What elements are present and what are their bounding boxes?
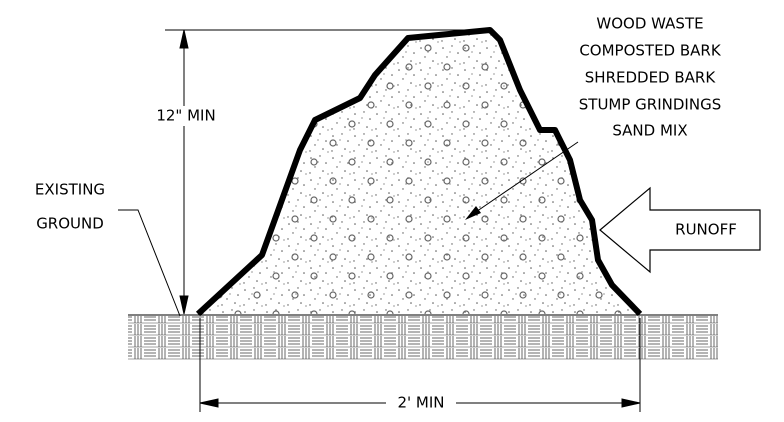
ground-leader — [118, 209, 181, 317]
runoff-label: RUNOFF — [675, 221, 737, 239]
runoff-arrow — [599, 186, 761, 274]
ground-label-line: EXISTING — [35, 181, 105, 199]
material-leader — [465, 141, 579, 220]
material-line: SAND MIX — [612, 122, 687, 140]
material-line: STUMP GRINDINGS — [579, 96, 721, 114]
material-line: WOOD WASTE — [596, 15, 703, 33]
height-label: 12" MIN — [156, 107, 215, 125]
ground-label-line: GROUND — [36, 215, 104, 233]
material-line: SHREDDED BARK — [585, 69, 717, 87]
height-dimension — [165, 29, 490, 315]
berm — [195, 27, 643, 317]
material-line: COMPOSTED BARK — [579, 42, 722, 60]
ground-hatch — [128, 316, 718, 360]
width-label: 2' MIN — [397, 394, 444, 412]
